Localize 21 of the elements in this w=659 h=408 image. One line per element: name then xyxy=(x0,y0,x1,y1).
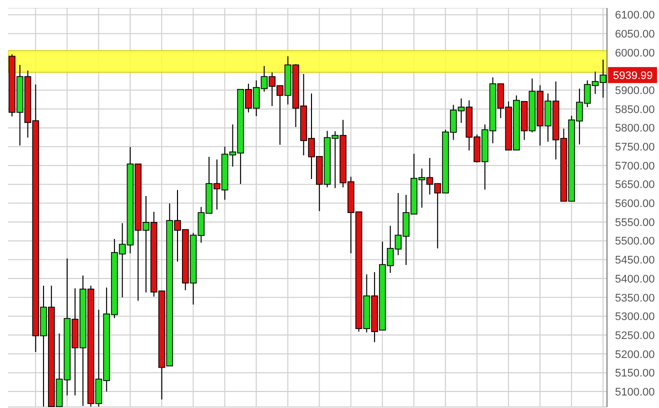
y-tick-label: 5300.00 xyxy=(615,311,655,324)
y-tick-label: 5700.00 xyxy=(615,160,655,172)
y-tick-label: 5850.00 xyxy=(615,104,655,116)
y-tick-label: 5600.00 xyxy=(615,198,655,210)
y-tick-label: 5250.00 xyxy=(615,330,655,342)
y-tick-label: 5800.00 xyxy=(615,122,655,135)
y-tick-label: 5350.00 xyxy=(615,292,655,304)
y-tick-label: 5750.00 xyxy=(615,142,655,154)
y-tick-label: 6050.00 xyxy=(615,28,655,41)
y-tick-label: 5400.00 xyxy=(615,273,655,286)
y-tick-label: 5500.00 xyxy=(615,236,655,248)
y-tick-label: 5150.00 xyxy=(615,368,655,380)
y-tick-label: 6000.00 xyxy=(615,47,655,60)
y-tick-label: 5900.00 xyxy=(615,85,655,98)
y-tick-label: 5100.00 xyxy=(615,386,655,398)
y-tick-label: 5450.00 xyxy=(615,254,655,267)
y-tick-label: 5200.00 xyxy=(615,348,655,361)
y-tick-label: 5650.00 xyxy=(615,179,655,192)
text: 5939.99 xyxy=(613,70,653,82)
y-tick-label: 6100.00 xyxy=(615,10,655,22)
y-tick-label: 5550.00 xyxy=(615,216,655,229)
